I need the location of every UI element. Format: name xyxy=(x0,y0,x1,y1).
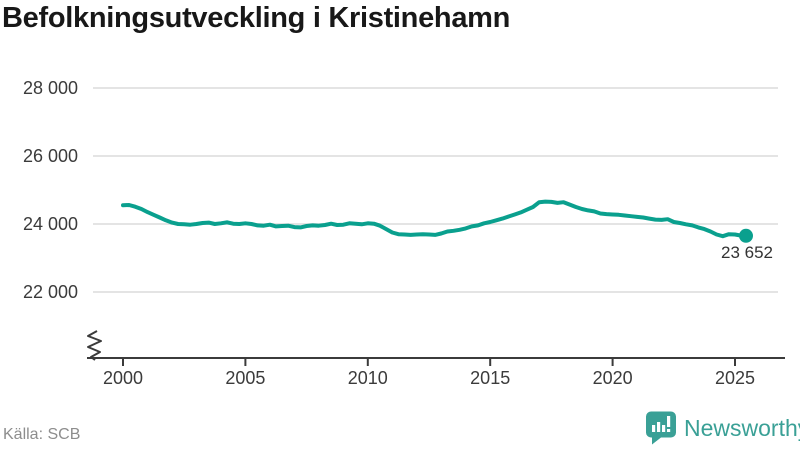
last-point-marker xyxy=(739,228,753,243)
axis-break-icon xyxy=(87,330,102,361)
x-tick-label: 2020 xyxy=(593,368,633,388)
y-tick-label: 28 000 xyxy=(23,78,78,98)
page-title: Befolkningsutveckling i Kristinehamn xyxy=(2,2,511,34)
y-tick-label: 26 000 xyxy=(23,146,78,166)
last-value-label: 23 652 xyxy=(721,243,773,262)
x-axis-ticks xyxy=(122,358,736,366)
brand-wordmark: Newsworthy xyxy=(684,414,800,441)
x-tick-label: 2010 xyxy=(348,368,388,388)
y-tick-label: 24 000 xyxy=(23,214,78,234)
x-axis-tick-labels: 2000 2005 2010 2015 2020 2025 xyxy=(103,368,755,388)
source-note: Källa: SCB xyxy=(3,426,81,443)
population-line xyxy=(121,199,748,239)
gridlines xyxy=(93,87,778,293)
x-tick-label: 2000 xyxy=(103,368,143,388)
x-tick-label: 2005 xyxy=(225,368,265,388)
newsworthy-logo[interactable]: Newsworthy xyxy=(646,411,800,445)
newsworthy-bubble-chart-icon xyxy=(646,411,676,445)
x-tick-label: 2015 xyxy=(470,368,510,388)
x-tick-label: 2025 xyxy=(715,368,755,388)
y-axis-tick-labels: 22 000 24 000 26 000 28 000 xyxy=(23,78,78,302)
y-tick-label: 22 000 xyxy=(23,282,78,302)
